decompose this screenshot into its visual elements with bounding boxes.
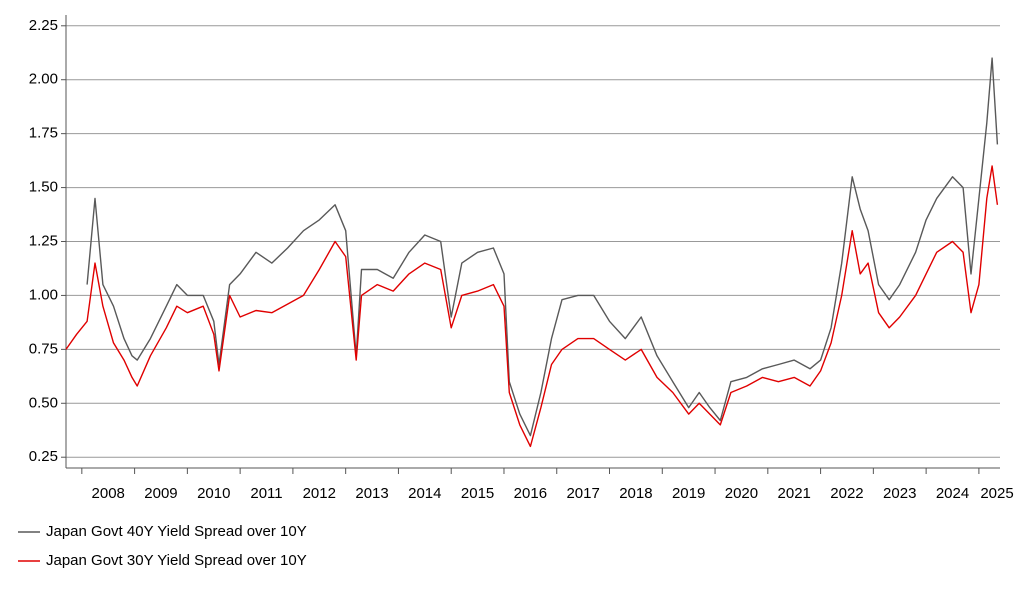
x-tick-label: 2012 [303, 485, 336, 502]
y-tick-label: 2.25 [29, 17, 58, 34]
x-tick-label: 2015 [461, 485, 494, 502]
x-tick-label: 2009 [144, 485, 177, 502]
x-tick-label: 2016 [514, 485, 547, 502]
x-tick-label: 2020 [725, 485, 758, 502]
x-tick-label: 2024 [936, 485, 969, 502]
x-tick-label: 2017 [566, 485, 599, 502]
x-tick-label: 2008 [92, 485, 125, 502]
y-tick-label: 1.00 [29, 286, 58, 303]
series-line [86, 57, 999, 437]
series-line [65, 165, 999, 448]
x-tick-label: 2021 [778, 485, 811, 502]
x-tick-label: 2014 [408, 485, 441, 502]
x-tick-label: 2010 [197, 485, 230, 502]
y-tick-label: 1.75 [29, 125, 58, 142]
y-tick-label: 0.75 [29, 340, 58, 357]
y-tick-label: 0.25 [29, 448, 58, 465]
x-tick-label: 2025 [980, 485, 1013, 502]
x-tick-label: 2018 [619, 485, 652, 502]
y-tick-label: 2.00 [29, 71, 58, 88]
y-tick-label: 0.50 [29, 394, 58, 411]
x-tick-label: 2019 [672, 485, 705, 502]
x-tick-label: 2011 [250, 485, 282, 502]
x-tick-label: 2013 [355, 485, 388, 502]
y-tick-label: 1.50 [29, 179, 58, 196]
y-tick-label: 1.25 [29, 232, 58, 249]
legend-label: Japan Govt 40Y Yield Spread over 10Y [46, 523, 307, 540]
legend-label: Japan Govt 30Y Yield Spread over 10Y [46, 552, 307, 569]
x-tick-label: 2022 [830, 485, 863, 502]
x-tick-label: 2023 [883, 485, 916, 502]
